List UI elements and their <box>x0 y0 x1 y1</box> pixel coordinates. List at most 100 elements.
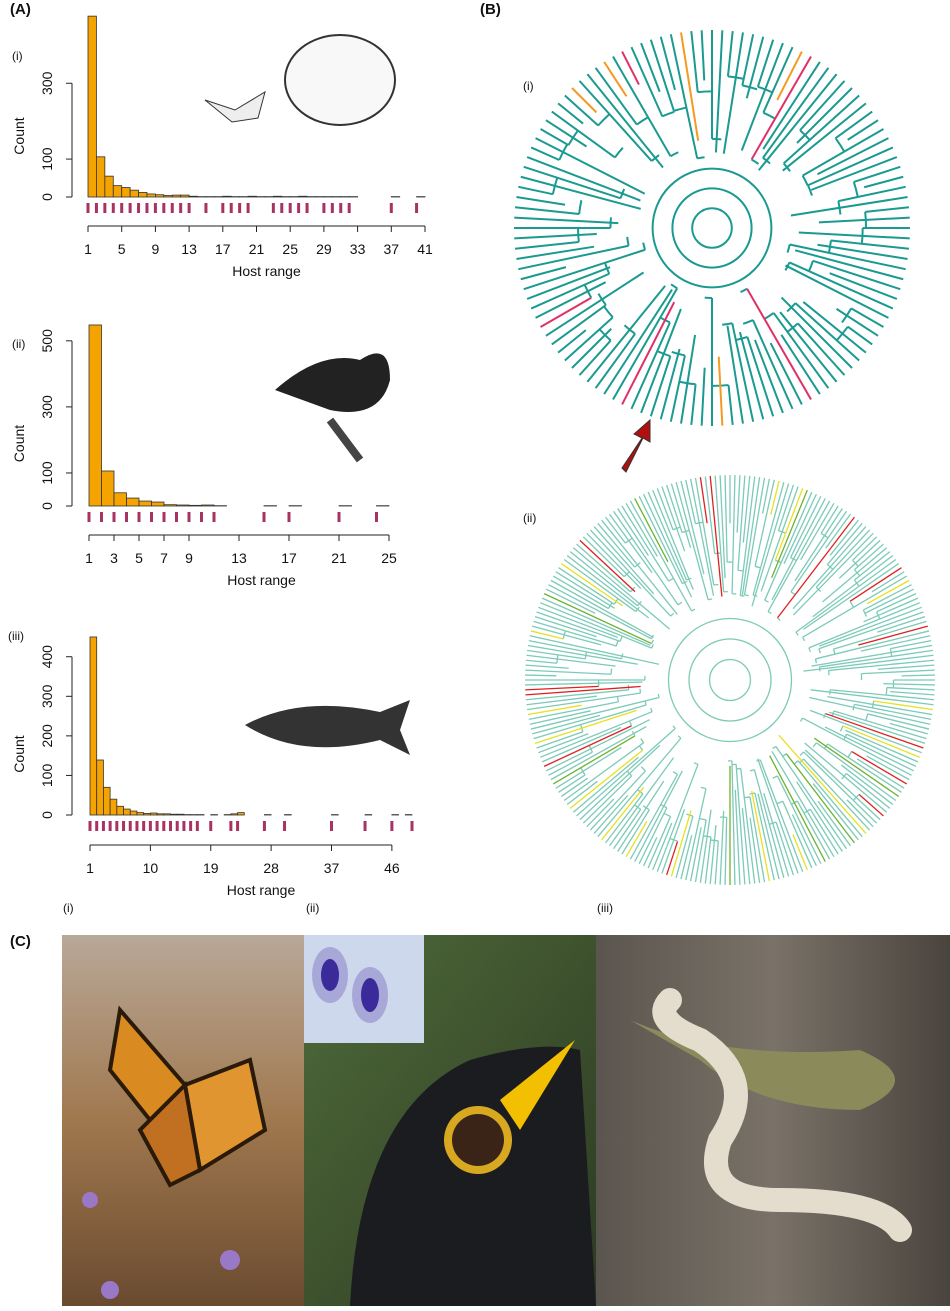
tree-branch <box>728 31 733 76</box>
rug-mark <box>338 512 341 522</box>
rug-mark <box>263 821 266 831</box>
bar <box>88 16 96 197</box>
tree-branch <box>514 218 618 223</box>
rug-mark <box>102 821 105 831</box>
x-tick-label: 17 <box>215 241 231 257</box>
rug-mark <box>348 203 351 213</box>
tree-branch <box>847 734 916 766</box>
tree-arc <box>641 738 644 742</box>
rug-mark <box>390 821 393 831</box>
tree-branch <box>641 309 681 413</box>
tree-branch <box>641 43 660 92</box>
rug-mark <box>200 512 203 522</box>
tree-arc <box>598 114 609 125</box>
rug-mark <box>411 821 414 831</box>
rug-mark <box>189 821 192 831</box>
bar <box>130 811 137 815</box>
tree-arc <box>692 609 695 611</box>
tree-arc <box>671 613 674 616</box>
rug-mark <box>415 203 418 213</box>
tree-branch <box>691 31 697 92</box>
rug-mark <box>238 203 241 213</box>
bar <box>177 814 184 815</box>
tree-arc <box>640 689 641 693</box>
rug-mark <box>171 203 174 213</box>
tree-core <box>672 188 751 267</box>
tree-branch <box>890 724 928 734</box>
tree-arc <box>803 176 808 186</box>
tree-arc <box>662 112 674 117</box>
rug-mark <box>179 203 182 213</box>
x-tick-label: 13 <box>231 550 247 566</box>
rug-mark <box>230 203 233 213</box>
figure-label: (B) <box>480 1 501 18</box>
tree-branch <box>531 147 559 160</box>
tree-arc <box>674 108 686 111</box>
tree-arc <box>699 819 706 820</box>
rug-mark <box>142 821 145 831</box>
figure: (A)(B)(C)(i)(ii)(i)(ii)(iii)(i)0100300Co… <box>0 0 950 1306</box>
tree-branch <box>732 475 735 594</box>
rug-mark <box>236 821 239 831</box>
tree-arc <box>819 649 820 653</box>
rug-mark <box>137 203 140 213</box>
x-tick-label: 41 <box>417 241 433 257</box>
tree-arc <box>744 797 750 798</box>
tree-arc <box>604 306 613 317</box>
rug-mark <box>103 203 106 213</box>
bar <box>139 192 147 197</box>
tree-arc <box>752 159 759 164</box>
x-tick-label: 7 <box>160 550 168 566</box>
bar <box>113 186 121 197</box>
rug-mark <box>375 512 378 522</box>
tree-branch <box>803 302 866 353</box>
rug-mark <box>263 512 266 522</box>
figure-label: (A) <box>10 1 31 18</box>
tree-branch <box>702 30 705 80</box>
tree-branch <box>702 368 705 426</box>
tree-arc <box>765 600 769 602</box>
bar <box>164 814 171 815</box>
rug-mark <box>331 203 334 213</box>
rug-mark <box>120 203 123 213</box>
tree-branch <box>525 682 642 685</box>
rug-mark <box>135 821 138 831</box>
rug-mark <box>182 821 185 831</box>
rug-mark <box>339 203 342 213</box>
tree-arc <box>701 787 706 788</box>
x-axis-label: Host range <box>232 263 301 279</box>
x-axis-label: Host range <box>227 572 296 588</box>
tree-branch <box>761 487 798 592</box>
tree-branch <box>719 357 723 426</box>
tree-branch <box>546 720 649 771</box>
tree-arc <box>651 708 652 712</box>
rug-mark <box>364 821 367 831</box>
tree-arc <box>669 578 674 581</box>
photo-label: (i) <box>63 901 74 915</box>
tree-arc <box>738 570 743 571</box>
photo-label: (ii) <box>306 901 319 915</box>
x-tick-label: 1 <box>85 550 93 566</box>
rug-mark <box>154 203 157 213</box>
tree-branch <box>874 701 933 710</box>
tree-branch <box>839 540 880 578</box>
rug-mark <box>283 821 286 831</box>
tree-arc <box>629 721 631 726</box>
bar <box>124 809 131 815</box>
bar <box>248 196 256 197</box>
rug-mark <box>221 203 224 213</box>
bar <box>117 806 124 815</box>
tree-arc <box>809 261 813 271</box>
tree-arc <box>673 726 675 729</box>
tree-branch <box>695 478 713 585</box>
y-tick-label: 0 <box>39 811 55 819</box>
panel-label: (iii) <box>8 629 24 643</box>
tree-arc <box>836 138 845 151</box>
x-tick-label: 21 <box>331 550 347 566</box>
tree-branch <box>572 88 596 112</box>
y-tick-label: 300 <box>39 395 55 419</box>
rug-mark <box>145 203 148 213</box>
bar <box>157 814 164 815</box>
tree-arc <box>815 659 816 663</box>
bar <box>114 493 127 506</box>
